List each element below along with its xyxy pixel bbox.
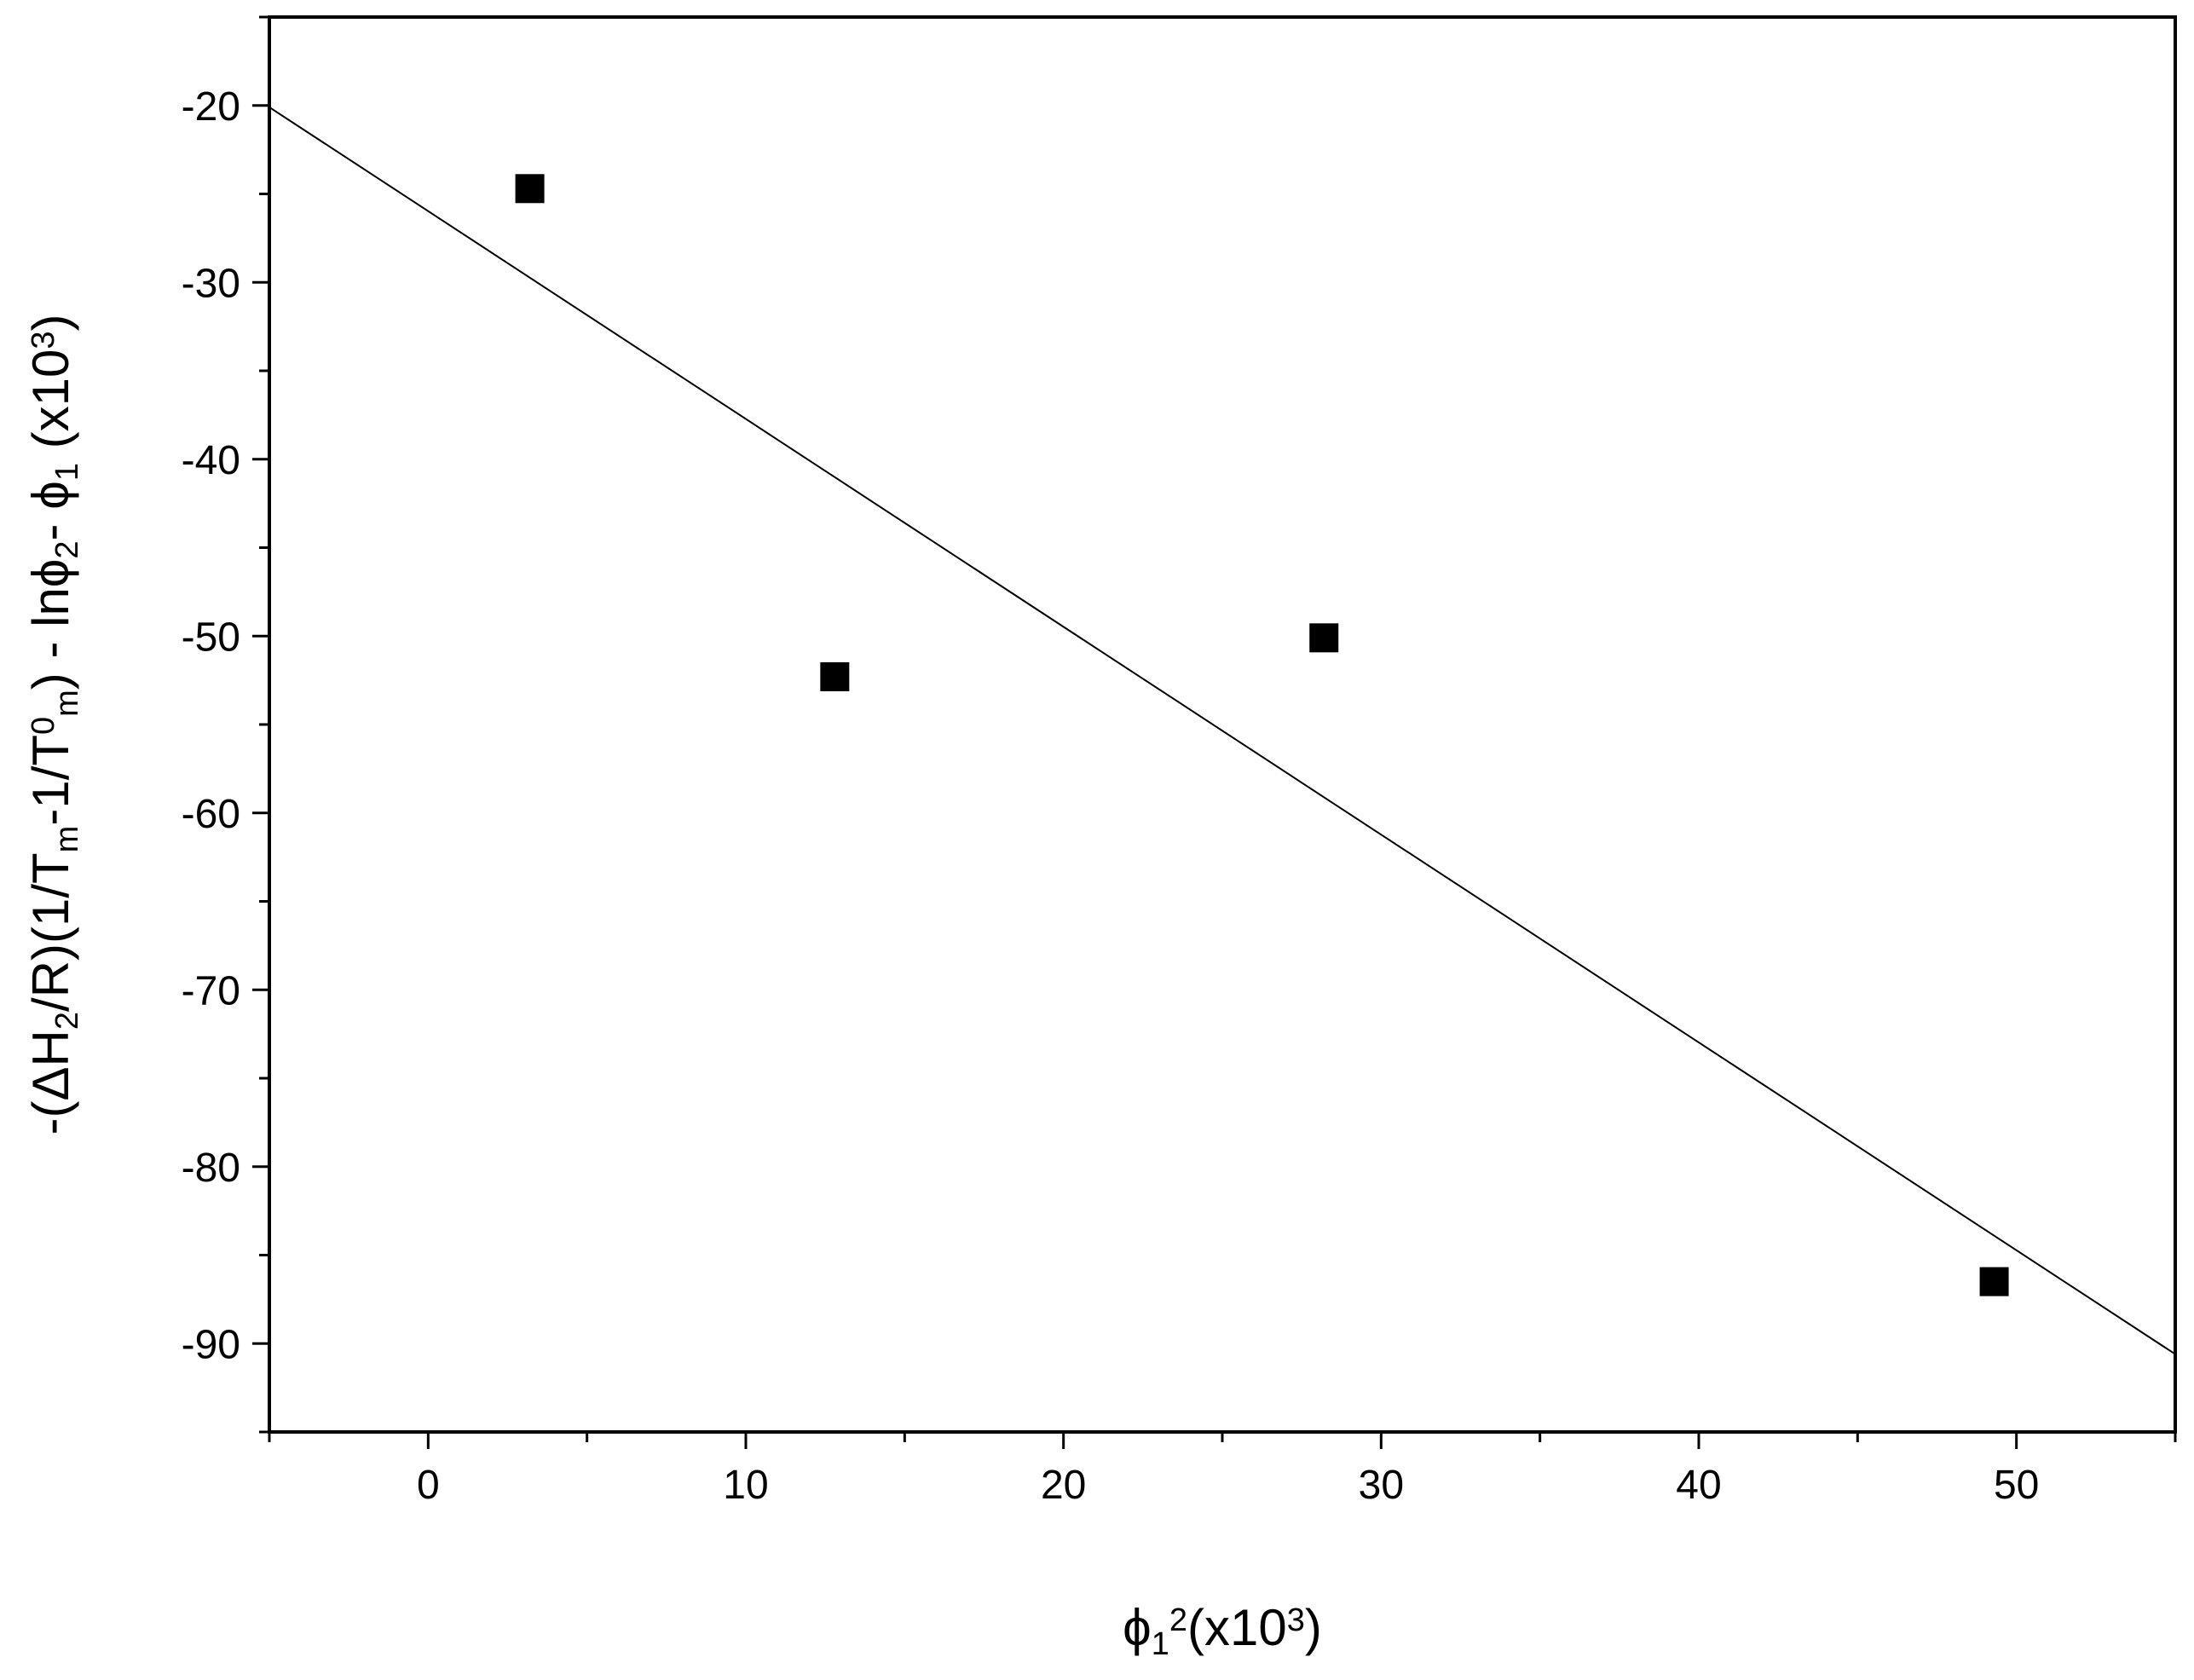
x-tick-label: 30 bbox=[1359, 1463, 1404, 1508]
data-points bbox=[515, 174, 2009, 1296]
plot-frame bbox=[268, 15, 2177, 1434]
x-tick-labels: 0 10 20 30 40 50 bbox=[417, 1463, 2039, 1508]
x-tick-label: 10 bbox=[723, 1463, 768, 1508]
data-point bbox=[515, 174, 545, 204]
y-tick-label: -40 bbox=[182, 438, 240, 483]
fit-line-layer bbox=[268, 106, 2176, 1355]
y-tick-label: -30 bbox=[182, 261, 240, 306]
y-tick-label: -70 bbox=[182, 968, 240, 1013]
x-tick-label: 50 bbox=[1994, 1463, 2039, 1508]
y-tick-label: -20 bbox=[182, 84, 240, 130]
y-tick-label: -90 bbox=[182, 1322, 240, 1367]
x-tick-label: 20 bbox=[1041, 1463, 1086, 1508]
x-tick-label: 0 bbox=[417, 1463, 440, 1508]
x-tick-label: 40 bbox=[1676, 1463, 1721, 1508]
data-point bbox=[1979, 1267, 2009, 1296]
y-tick-label: -60 bbox=[182, 792, 240, 837]
y-axis-title: -(ΔH2/R)(1/Tm-1/T0m) - lnϕ2- ϕ1 (x103) bbox=[22, 315, 85, 1135]
x-axis-title: ϕ12(x103) bbox=[1123, 1599, 1322, 1662]
y-tick-labels: -20 -30 -40 -50 -60 -70 -80 -90 bbox=[182, 84, 240, 1368]
data-point bbox=[1309, 623, 1339, 653]
fit-line bbox=[268, 106, 2176, 1355]
y-tick-label: -80 bbox=[182, 1146, 240, 1191]
y-tick-label: -50 bbox=[182, 615, 240, 660]
data-point bbox=[820, 661, 850, 691]
